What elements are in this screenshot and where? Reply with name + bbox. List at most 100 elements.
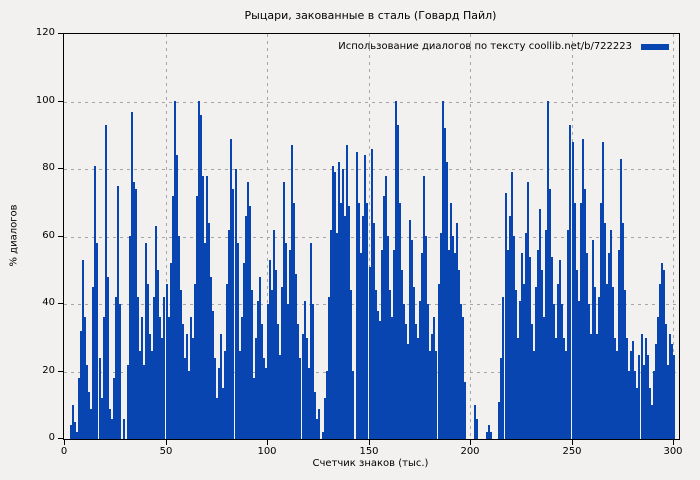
bar bbox=[626, 338, 628, 439]
bar bbox=[525, 233, 527, 439]
bar bbox=[192, 338, 194, 439]
v-gridline-300 bbox=[673, 34, 674, 439]
bar bbox=[523, 284, 525, 439]
bar bbox=[628, 371, 630, 439]
bar bbox=[533, 351, 535, 439]
bar bbox=[340, 203, 342, 439]
bar bbox=[265, 368, 267, 439]
bar bbox=[220, 334, 222, 439]
bar bbox=[427, 304, 429, 439]
bar bbox=[567, 230, 569, 439]
bar bbox=[178, 236, 180, 439]
bar bbox=[602, 142, 604, 439]
bar bbox=[578, 301, 580, 439]
bar bbox=[411, 240, 413, 439]
bar bbox=[421, 253, 423, 439]
bar bbox=[580, 203, 582, 439]
bar bbox=[634, 371, 636, 439]
bar bbox=[486, 432, 488, 439]
bar bbox=[243, 263, 245, 439]
bar bbox=[539, 209, 541, 439]
y-tick-label-100: 100 bbox=[35, 94, 55, 106]
bar bbox=[119, 304, 121, 439]
bar bbox=[371, 149, 373, 439]
bar bbox=[521, 253, 523, 439]
bar bbox=[598, 297, 600, 439]
bar bbox=[474, 405, 476, 439]
bar bbox=[159, 317, 161, 439]
bar bbox=[127, 365, 129, 439]
legend: Использование диалогов по тексту coollib… bbox=[338, 41, 669, 52]
bar bbox=[600, 203, 602, 439]
bar bbox=[241, 317, 243, 439]
bar bbox=[174, 101, 176, 439]
bar bbox=[442, 101, 444, 439]
bar bbox=[312, 304, 314, 439]
bar bbox=[584, 189, 586, 439]
bar bbox=[614, 338, 616, 439]
bar bbox=[271, 290, 273, 439]
bar bbox=[224, 351, 226, 439]
bar bbox=[314, 392, 316, 439]
bar bbox=[452, 236, 454, 439]
bar bbox=[80, 331, 82, 439]
bar bbox=[99, 358, 101, 439]
bar bbox=[249, 206, 251, 439]
bar bbox=[78, 378, 80, 439]
bar bbox=[299, 358, 301, 439]
bar bbox=[645, 338, 647, 439]
bar bbox=[74, 422, 76, 439]
bar bbox=[557, 284, 559, 439]
bar bbox=[377, 311, 379, 439]
bar bbox=[385, 176, 387, 439]
bar bbox=[141, 317, 143, 439]
bar bbox=[563, 338, 565, 439]
bar bbox=[630, 351, 632, 439]
bar bbox=[375, 290, 377, 439]
bar bbox=[291, 145, 293, 439]
y-tick-mark-60 bbox=[58, 235, 63, 237]
bar bbox=[281, 287, 283, 439]
h-gridline-100 bbox=[64, 101, 679, 103]
bar bbox=[216, 398, 218, 439]
y-tick-mark-20 bbox=[58, 370, 63, 372]
bar bbox=[458, 270, 460, 439]
bar bbox=[316, 419, 318, 439]
plot-area: Использование диалогов по тексту coollib… bbox=[63, 33, 680, 440]
bar bbox=[389, 290, 391, 439]
bar bbox=[76, 432, 78, 439]
bar bbox=[425, 236, 427, 439]
bar bbox=[405, 324, 407, 439]
bar bbox=[117, 186, 119, 439]
bar bbox=[255, 338, 257, 439]
bar bbox=[251, 290, 253, 439]
bar bbox=[636, 388, 638, 439]
bar bbox=[259, 277, 261, 439]
bar bbox=[184, 358, 186, 439]
bar bbox=[555, 338, 557, 439]
y-tick-label-0: 0 bbox=[48, 432, 55, 443]
bar bbox=[415, 324, 417, 439]
bar bbox=[318, 409, 320, 439]
y-tick-mark-100 bbox=[58, 100, 63, 102]
x-tick-label-200: 200 bbox=[460, 446, 480, 457]
bar bbox=[180, 290, 182, 439]
bar bbox=[131, 112, 133, 439]
bar bbox=[103, 317, 105, 439]
bar bbox=[551, 257, 553, 439]
bar bbox=[498, 402, 500, 439]
bar bbox=[393, 250, 395, 439]
bar bbox=[535, 287, 537, 439]
bar bbox=[399, 203, 401, 439]
bar bbox=[590, 334, 592, 439]
bar bbox=[330, 230, 332, 439]
bar bbox=[182, 324, 184, 439]
bar bbox=[364, 155, 366, 439]
bar bbox=[531, 324, 533, 439]
bar bbox=[537, 250, 539, 439]
bar bbox=[304, 301, 306, 439]
bar bbox=[115, 297, 117, 439]
bar bbox=[586, 253, 588, 439]
bar bbox=[94, 166, 96, 439]
bar bbox=[196, 196, 198, 439]
